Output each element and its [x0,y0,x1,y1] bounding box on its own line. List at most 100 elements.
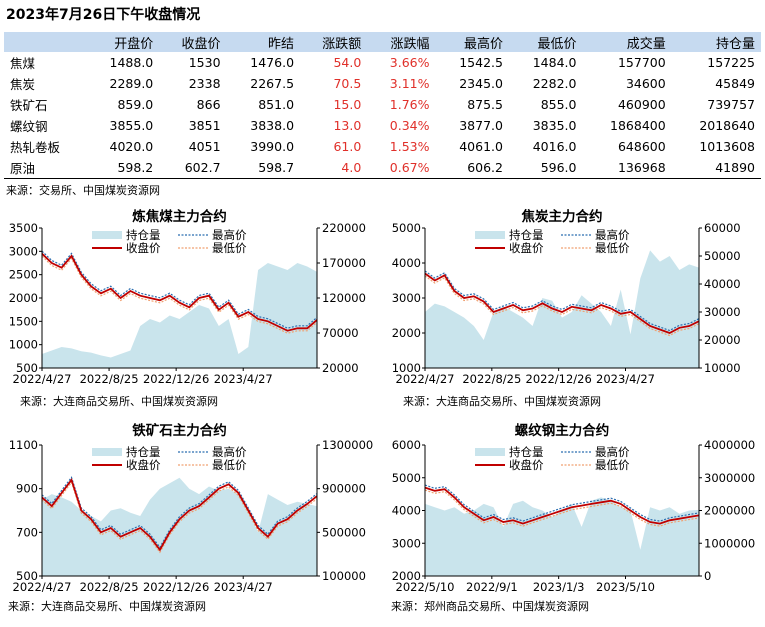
table-cell: 41890 [671,157,761,179]
table-cell: 4051 [188,139,221,154]
x-tick-label: 2022/12/26 [143,580,209,594]
y-left-tick-label: 5000 [392,471,421,485]
table-cell: 2289.0 [109,76,154,91]
table-cell: 460900 [617,97,666,112]
column-header: 持仓量 [671,32,761,52]
y-right-tick-label: 10000 [704,361,741,375]
table-cell: 3835.0 [532,118,577,133]
x-tick-label: 2023/4/27 [214,372,273,386]
y-right-tick-label: 3000000 [704,471,755,485]
y-right-tick-label: 900000 [322,482,366,496]
table-cell: 136968 [582,157,672,179]
legend-label: 收盘价 [509,241,544,255]
x-tick-label: 2022/9/1 [466,580,518,594]
table-cell: 855.0 [540,97,577,112]
table-cell: 3838.0 [250,118,295,133]
y-left-tick-label: 1000 [9,338,38,352]
table-cell: 4020.0 [109,139,154,154]
close-price-line [41,253,318,332]
table-cell: 2338 [188,76,221,91]
table-cell: 1530 [188,55,221,70]
legend-swatch-open-interest [475,448,505,456]
x-tick-label: 2022/4/27 [396,372,455,386]
table-cell: 54.0 [333,55,362,70]
chart-source: 来源：大连商品交易所、中国煤炭资源网 [403,394,601,408]
table-source: 来源：交易所、中国煤炭资源网 [6,184,160,197]
legend-label: 最低价 [595,458,630,472]
table-cell: 866 [196,97,221,112]
table-cell: 螺纹钢 [10,119,48,134]
table-cell: 1488.0 [109,55,154,70]
table-cell: 45849 [715,76,755,91]
chart-title: 铁矿石主力合约 [132,422,227,439]
column-header: 涨跌额 [300,32,368,52]
x-tick-label: 2022/12/26 [526,372,592,386]
y-left-tick-label: 3000 [392,536,421,550]
table-cell: 598.7 [226,157,301,179]
legend-label: 持仓量 [126,445,161,459]
table-cell: 0.67% [367,157,436,179]
table-cell: 原油 [4,157,86,179]
table-cell: 1484.0 [532,55,577,70]
table-cell: 4061.0 [459,139,503,154]
x-tick-label: 2022/4/27 [13,372,72,386]
table-cell: 2282.0 [532,76,577,91]
table-cell: 648600 [617,139,666,154]
column-header: 成交量 [582,32,672,52]
legend-label: 最高价 [595,228,630,242]
y-left-tick-label: 500 [16,569,38,583]
high-price-line [41,250,318,329]
y-left-tick-label: 2000 [392,569,421,583]
y-right-tick-label: 500000 [322,525,366,539]
legend-label: 最高价 [595,445,630,459]
chart-source: 来源：大连商品交易所、中国煤炭资源网 [20,394,218,408]
table-cell: 598.2 [85,157,160,179]
legend-swatch-open-interest [475,231,505,239]
y-right-tick-label: 2000000 [704,504,755,518]
table-cell: 602.7 [159,157,227,179]
table-cell: 3851 [188,118,221,133]
table-cell: 851.0 [258,97,295,112]
table-cell: 2345.0 [459,76,503,91]
close-price-line [424,272,700,334]
table-cell: 739757 [707,97,755,112]
table-cell: 1013608 [699,139,755,154]
open-interest-area [42,263,317,368]
chart-title: 焦炭主力合约 [521,208,603,225]
x-tick-label: 2022/5/10 [396,580,455,594]
table-cell: 34600 [625,76,666,91]
low-price-line [424,275,700,337]
y-right-tick-label: 20000 [704,333,741,347]
y-right-tick-label: 30000 [704,305,741,319]
x-tick-label: 2023/4/27 [596,372,655,386]
y-left-tick-label: 3500 [9,221,38,235]
table-row: 热轧卷板 4020.0 4051 3990.0 61.0 1.53% 4061.0 4016.… [4,136,761,157]
high-price-line [41,476,318,549]
table-cell: 1542.5 [459,55,503,70]
legend-label: 收盘价 [126,241,161,255]
y-left-tick-label: 900 [16,482,38,496]
column-header: 涨跌幅 [367,32,436,52]
legend-swatch-open-interest [92,231,122,239]
y-right-tick-label: 60000 [704,221,741,235]
table-cell: 3.66% [389,55,430,70]
page-title: 2023年7月26日下午收盘情况 [6,7,201,23]
table-body: 焦煤 1488.0 1530 1476.0 54.0 3.66% 1542.5 1484.0 1… [4,52,761,179]
table-cell: 1476.0 [250,55,295,70]
legend-label: 收盘价 [126,458,161,472]
y-left-tick-label: 4000 [392,504,421,518]
close-price-line [41,477,318,552]
y-right-tick-label: 120000 [322,291,366,305]
legend-label: 收盘价 [509,458,544,472]
y-left-tick-label: 1500 [9,314,38,328]
y-right-tick-label: 4000000 [704,438,755,452]
table-cell: 1868400 [610,118,666,133]
table-row: 原油 598.2 602.7 598.7 4.0 0.67% 606.2 596.0 13696… [4,157,761,179]
legend-label: 最低价 [595,241,630,255]
y-right-tick-label: 0 [704,569,711,583]
low-price-line [41,255,318,334]
legend-label: 最低价 [212,241,247,255]
table-cell: 焦炭 [10,77,36,92]
x-tick-label: 2022/12/26 [143,372,209,386]
table-cell: 157225 [707,55,755,70]
